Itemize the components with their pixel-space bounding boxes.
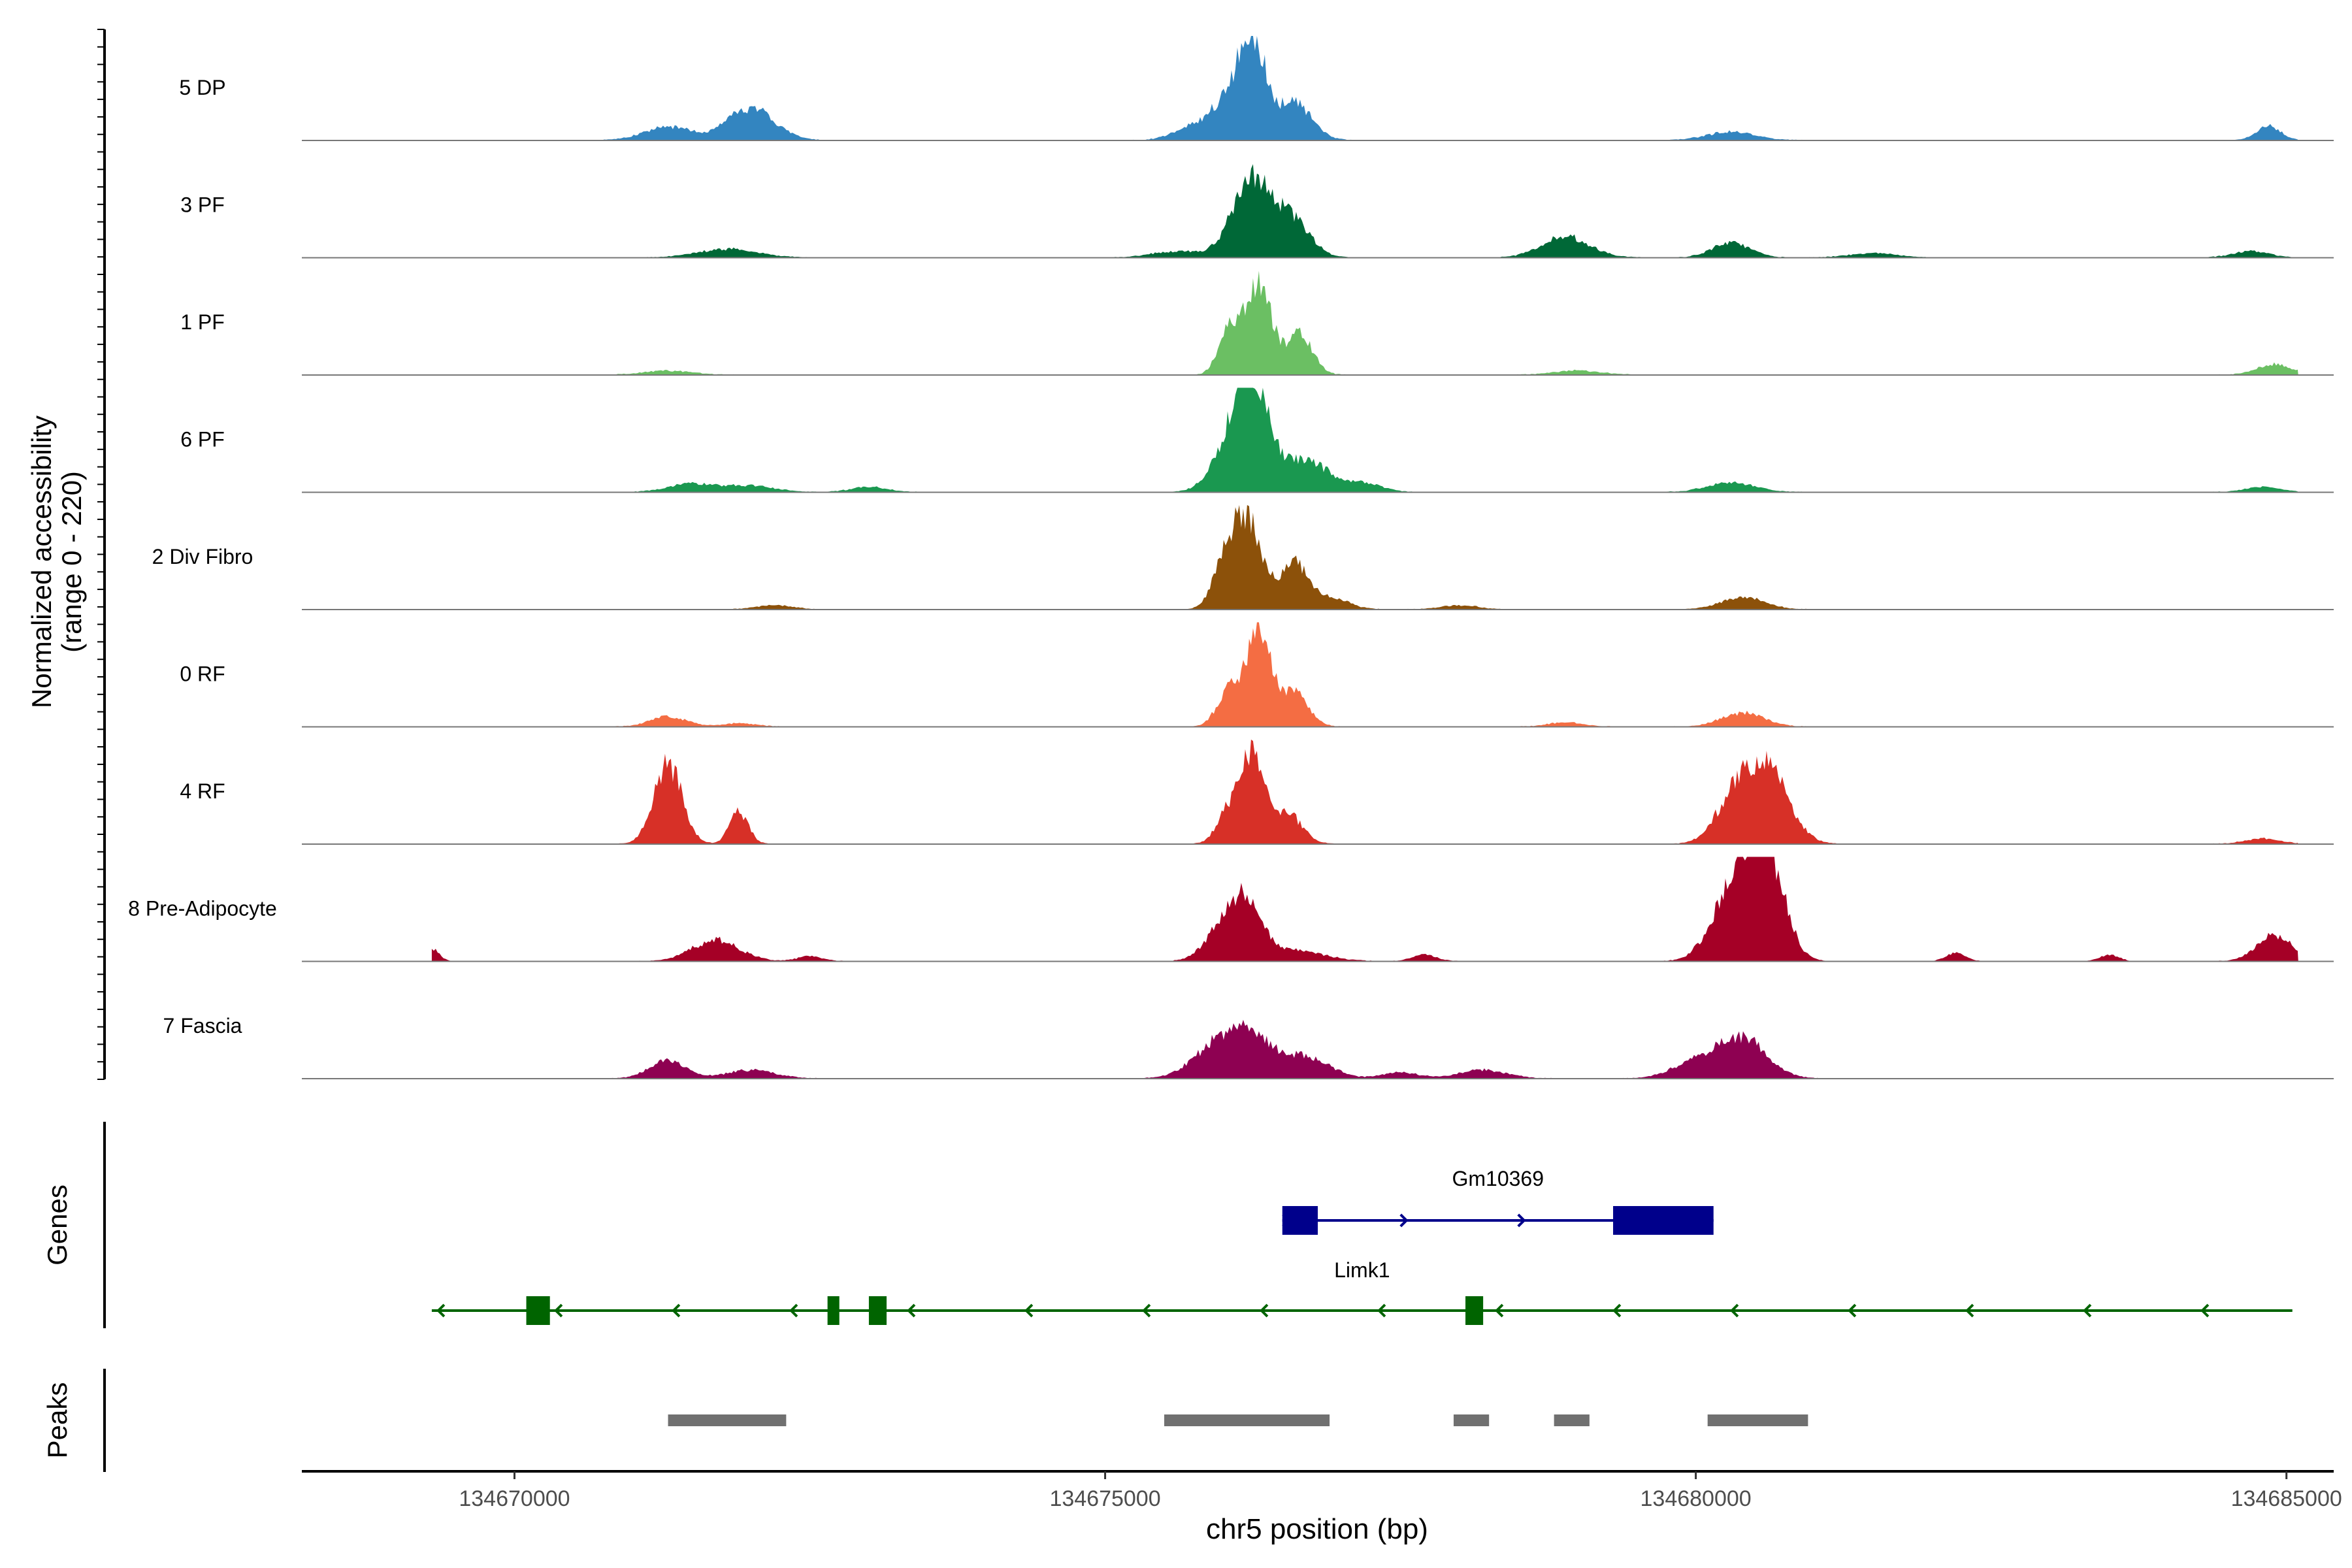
x-axis-title: chr5 position (bp): [1206, 1513, 1428, 1545]
strand-arrow-icon: [1730, 1303, 1739, 1318]
y-axis-title-line1: Normalized accessibility: [26, 416, 57, 708]
track-label: 2 Div Fibro: [152, 545, 253, 568]
coverage-area-2-div-fibro: [431, 505, 2298, 610]
exon-block: [526, 1296, 550, 1325]
gene-label: Limk1: [1334, 1258, 1390, 1282]
coverage-area-6-pf: [431, 387, 2298, 493]
track-label: 7 Fascia: [163, 1014, 242, 1037]
x-tick-label: 134680000: [1641, 1486, 1752, 1511]
strand-arrow-icon: [436, 1303, 446, 1318]
coverage-area-7-fascia: [431, 1019, 2298, 1079]
strand-arrow-icon: [2083, 1303, 2092, 1318]
track-label: 3 PF: [180, 193, 225, 217]
gene-limk1: Limk1: [431, 1258, 2293, 1325]
track-0-rf: 0 RF: [180, 622, 2334, 728]
track-5-dp: 5 DP: [179, 36, 2334, 141]
genes-panel-label: Genes: [42, 1184, 73, 1266]
exon-block: [827, 1296, 840, 1325]
strand-arrow-icon: [1142, 1303, 1151, 1318]
peak-bar: [668, 1414, 787, 1426]
track-label: 6 PF: [180, 428, 225, 451]
track-label: 5 DP: [179, 76, 225, 99]
strand-arrow-icon: [1848, 1303, 1857, 1318]
x-tick-label: 134685000: [2231, 1486, 2342, 1511]
strand-arrow-icon: [554, 1303, 563, 1318]
peak-bar: [1164, 1414, 1330, 1426]
track-label: 8 Pre-Adipocyte: [128, 897, 277, 921]
x-axis: 134670000 134675000 134680000 134685000: [302, 1470, 2342, 1511]
strand-arrow-icon: [672, 1303, 681, 1318]
track-6-pf: 6 PF: [180, 387, 2334, 493]
exon-block: [1465, 1296, 1484, 1325]
track-label: 4 RF: [180, 779, 225, 803]
peak-bar: [1453, 1414, 1490, 1426]
coverage-area-5-dp: [431, 36, 2298, 140]
track-3-pf: 3 PF: [180, 164, 2334, 259]
strand-arrow-icon: [907, 1303, 916, 1318]
peaks-panel-label: Peaks: [42, 1382, 73, 1459]
track-2-div-fibro: 2 Div Fibro: [152, 505, 2334, 610]
track-1-pf: 1 PF: [180, 270, 2334, 376]
gene-gm10369: Gm10369: [1282, 1167, 1714, 1235]
strand-arrow-icon: [1517, 1213, 1526, 1228]
strand-arrow-icon: [1260, 1303, 1269, 1318]
coverage-area-3-pf: [431, 164, 2298, 258]
y-axis-title-line2: (range 0 - 220): [56, 471, 87, 653]
strand-arrow-icon: [1024, 1303, 1034, 1318]
accessibility-y-axis: [97, 29, 106, 1080]
coverage-area-1-pf: [431, 270, 2298, 375]
x-tick-label: 134670000: [459, 1486, 570, 1511]
strand-arrow-icon: [789, 1303, 798, 1318]
coverage-area-0-rf: [431, 622, 2298, 727]
exon-block: [868, 1296, 887, 1325]
coverage-area-8-pre-adipocyte: [431, 857, 2298, 962]
strand-arrow-icon: [1377, 1303, 1386, 1318]
coverage-tracks: 5 DP 3 PF 1 PF 6 PF 2 Div Fibro 0 RF 4 RF 8 Pre…: [128, 36, 2334, 1079]
strand-arrow-icon: [1399, 1213, 1409, 1228]
peak-bar: [1707, 1414, 1808, 1426]
coverage-area-4-rf: [431, 740, 2298, 844]
gene-annotations: Gm10369 Limk1: [431, 1167, 2293, 1325]
track-label: 0 RF: [180, 662, 225, 686]
x-tick-label: 134675000: [1049, 1486, 1160, 1511]
track-8-pre-adipocyte: 8 Pre-Adipocyte: [128, 857, 2334, 962]
track-4-rf: 4 RF: [180, 740, 2334, 845]
strand-arrow-icon: [2200, 1303, 2210, 1318]
peak-regions: [668, 1414, 1808, 1426]
gene-label: Gm10369: [1452, 1167, 1544, 1190]
exon-block: [1613, 1206, 1714, 1235]
track-7-fascia: 7 Fascia: [163, 1014, 2334, 1079]
track-label: 1 PF: [180, 310, 225, 334]
strand-arrow-icon: [1495, 1303, 1504, 1318]
exon-block: [1282, 1206, 1318, 1235]
peak-bar: [1554, 1414, 1590, 1426]
strand-arrow-icon: [1965, 1303, 1974, 1318]
strand-arrow-icon: [1612, 1303, 1622, 1318]
